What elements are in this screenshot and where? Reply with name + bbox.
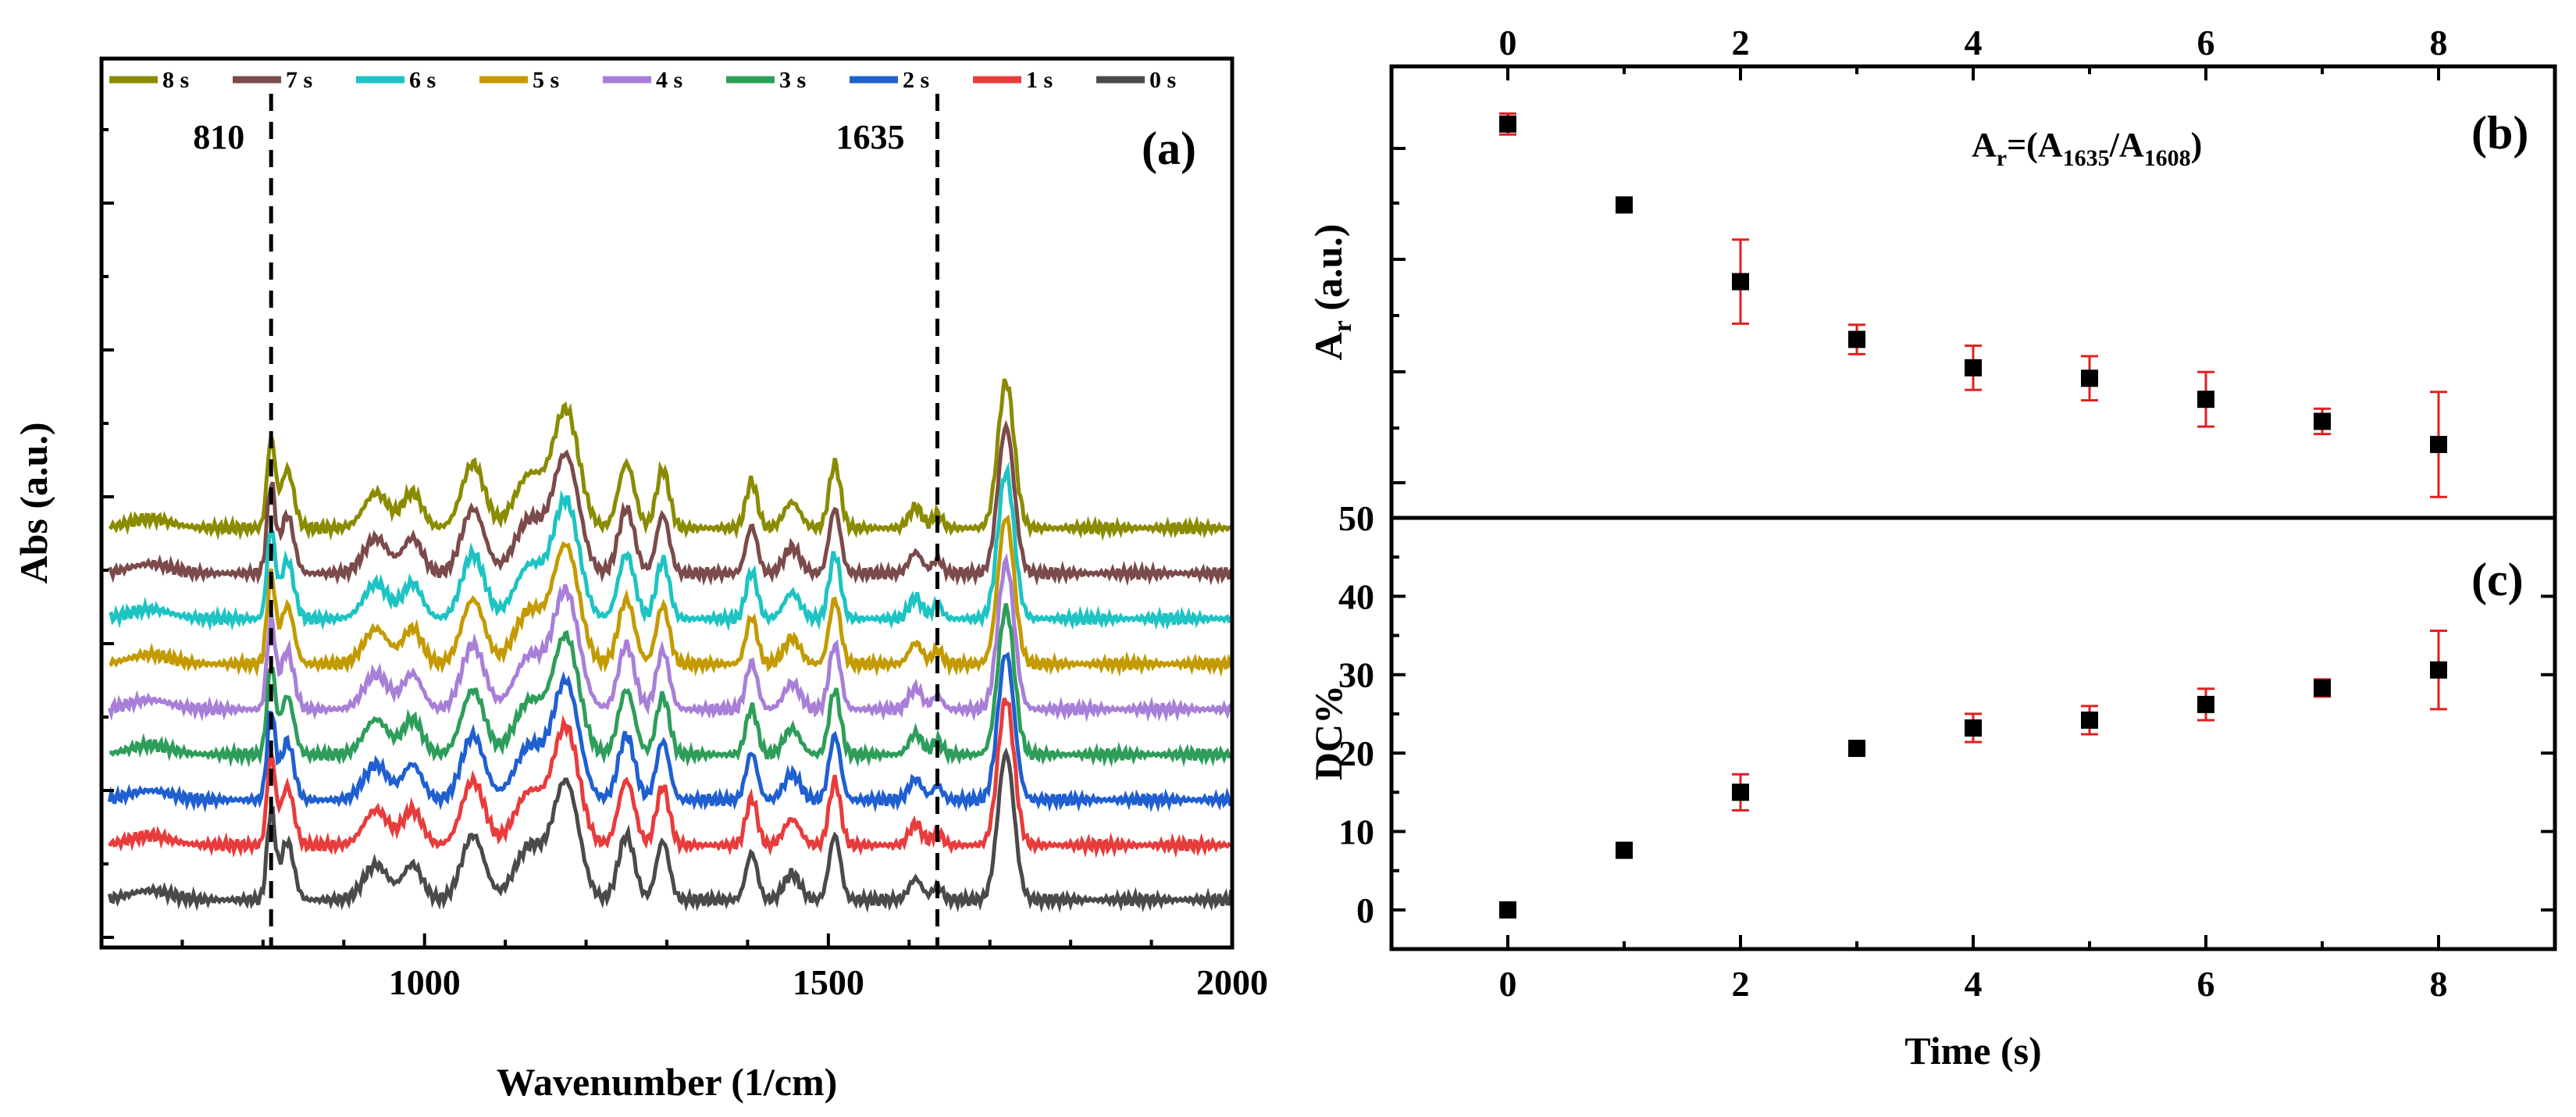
x-tick-label: 0 [1499, 964, 1517, 1004]
y-tick-label: 20 [1338, 733, 1374, 773]
data-point [1848, 330, 1865, 348]
data-point [1965, 359, 1982, 376]
y-tick-label: 50 [1338, 498, 1374, 538]
panel-a-spectra: 8 s 7 s 6 s 5 s 4 s 3 s 2 s 1 s 0 s 1000 1500 2000… [12, 56, 1268, 1104]
x-tick-label: 6 [2197, 964, 2215, 1004]
ratio-formula: Ar=(A1635/A1608) [1972, 126, 2202, 171]
data-point [2197, 695, 2214, 713]
legend-label-2s: 2 s [903, 67, 929, 93]
annotation-1635: 1635 [836, 118, 904, 156]
data-point [1499, 115, 1516, 133]
x-tick-label: 2 [1732, 964, 1750, 1004]
legend-label-1s: 1 s [1026, 67, 1053, 93]
y-tick-label: 40 [1338, 576, 1374, 616]
spectrum-7s [107, 419, 1235, 587]
panel-c-dc: 0 10 20 30 40 50 0 2 4 6 8 (c) Time (s) DC% [1306, 498, 2557, 1072]
spectrum-5s [109, 514, 1235, 677]
x-tick-label: 8 [2430, 964, 2448, 1004]
data-point [1965, 719, 1982, 737]
y-tick-label: 30 [1338, 655, 1374, 695]
panel-b-ratio: 0 2 4 6 8 (b) Ar=(A1635/A1608) Ar (a.u.) [1306, 23, 2557, 520]
spectra-traces [107, 378, 1235, 913]
data-point [1616, 196, 1633, 214]
spectrum-4s [107, 552, 1235, 723]
annotation-810: 810 [193, 118, 244, 156]
data-point [1499, 901, 1516, 919]
legend-label-3s: 3 s [779, 67, 806, 93]
panel-label-c: (c) [2471, 554, 2524, 605]
top-tick-label: 6 [2197, 23, 2215, 62]
data-point [1732, 783, 1749, 801]
data-point [2197, 391, 2214, 409]
legend: 8 s 7 s 6 s 5 s 4 s 3 s 2 s 1 s 0 s [109, 67, 1176, 93]
top-tick-label: 2 [1732, 23, 1750, 62]
dc-points [1499, 630, 2447, 919]
legend-label-8s: 8 s [162, 67, 189, 93]
spectrum-1s [108, 698, 1234, 858]
x-axis-ticks: 1000 1500 2000 [100, 933, 1268, 1002]
spectrum-2s [107, 651, 1235, 813]
y-tick-label: 0 [1356, 890, 1374, 930]
data-point [2314, 412, 2331, 430]
x-axis-title: Wavenumber (1/cm) [497, 1060, 838, 1104]
data-point [2430, 661, 2447, 679]
x-tick-label: 1000 [389, 962, 461, 1002]
data-point [1732, 273, 1749, 291]
data-point [1616, 841, 1633, 859]
top-tick-label: 4 [1965, 23, 1983, 62]
dashed-marker-lines [269, 94, 939, 947]
x-tick-label: 1500 [793, 962, 864, 1002]
c-axis-ticks: 0 10 20 30 40 50 0 2 4 6 8 [1338, 498, 2556, 1004]
panel-label-b: (b) [2471, 107, 2528, 159]
data-point [1848, 740, 1865, 758]
ratio-points [1499, 112, 2447, 498]
data-point [2314, 679, 2331, 697]
x-tick-label: 2000 [1196, 962, 1268, 1002]
data-point [2081, 711, 2098, 729]
b-axis-ticks: 0 2 4 6 8 [1390, 23, 2556, 484]
data-point [2430, 436, 2447, 454]
legend-label-7s: 7 s [286, 67, 312, 93]
y-tick-label: 10 [1338, 812, 1374, 851]
y-axis-title: Abs (a.u.) [12, 423, 55, 584]
x-tick-label: 4 [1965, 964, 1983, 1004]
spectrum-8s [108, 378, 1234, 542]
legend-label-6s: 6 s [409, 67, 436, 93]
top-tick-label: 8 [2430, 23, 2448, 62]
legend-label-4s: 4 s [656, 67, 682, 93]
spectrum-3s [109, 603, 1235, 768]
spectrum-0s [107, 747, 1235, 913]
legend-label-5s: 5 s [533, 67, 559, 93]
c-y-axis-title: DC% [1306, 685, 1350, 780]
data-point [2081, 369, 2098, 387]
b-y-axis-title: Ar (a.u.) [1306, 224, 1357, 361]
legend-label-0s: 0 s [1149, 67, 1176, 93]
y-axis-ticks [102, 128, 114, 939]
top-tick-label: 0 [1499, 23, 1517, 62]
spectrum-6s [108, 462, 1235, 632]
c-x-axis-title: Time (s) [1904, 1029, 2041, 1072]
panel-label-a: (a) [1142, 123, 1196, 174]
